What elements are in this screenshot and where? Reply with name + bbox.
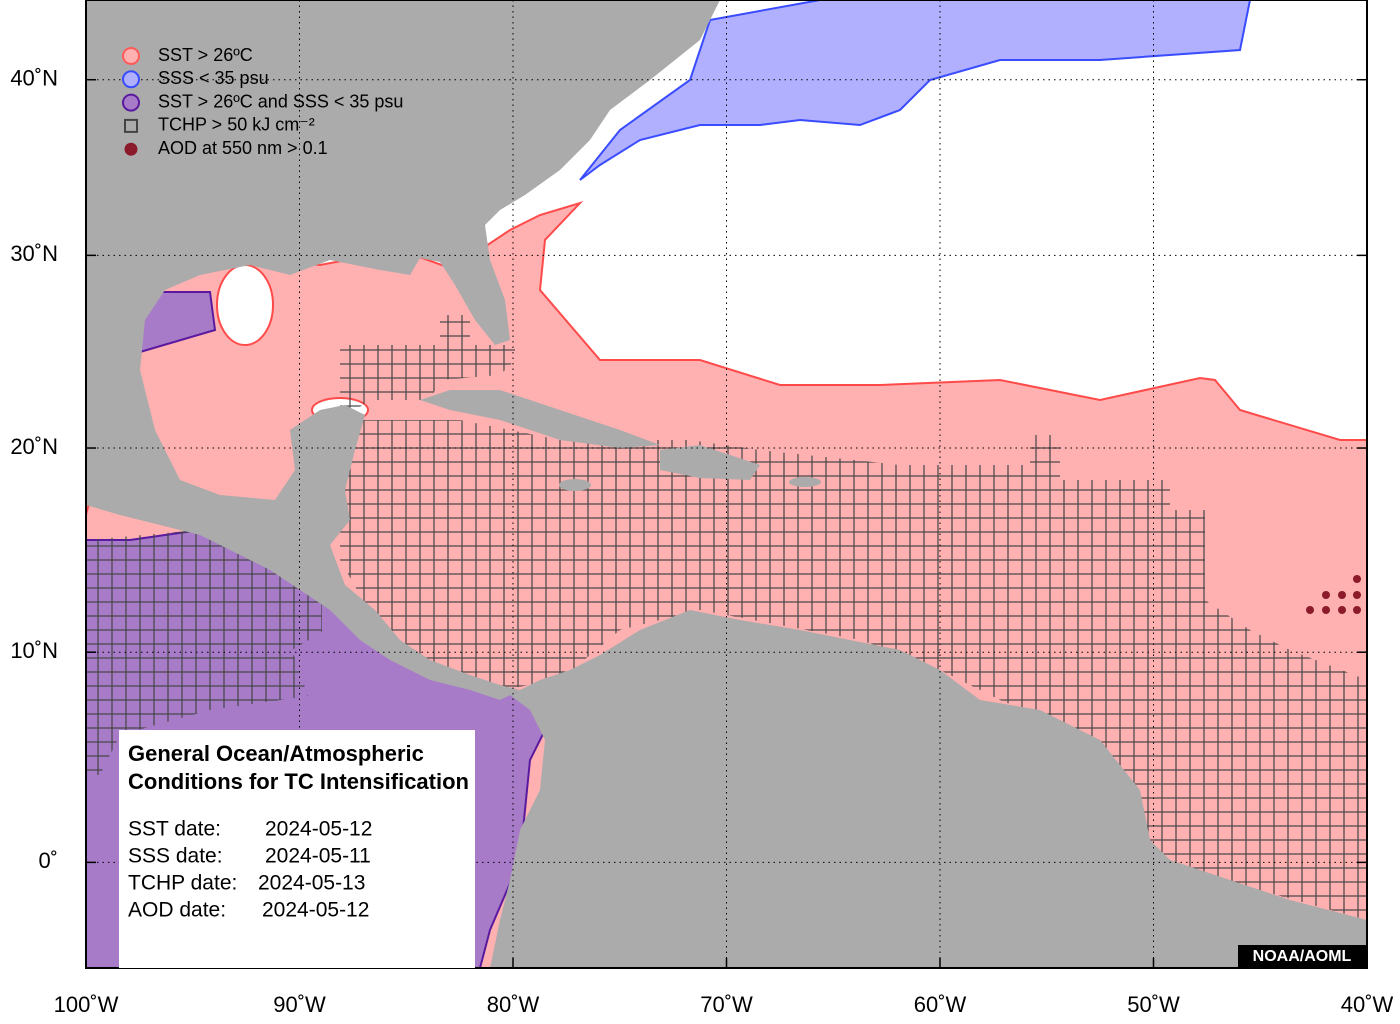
y-tick-label: 20˚N <box>10 434 58 459</box>
y-tick-label: 0˚ <box>38 848 58 873</box>
date-label: AOD date: <box>128 899 226 922</box>
date-label: TCHP date: <box>128 872 237 895</box>
credit-bg <box>1238 945 1366 967</box>
info-box: General Ocean/Atmospheric Conditions for… <box>119 730 475 968</box>
legend-marker <box>122 93 140 112</box>
legend-label: TCHP > 50 kJ cm⁻² <box>158 115 315 135</box>
puerto-rico <box>789 477 821 487</box>
legend-label: SST > 26ºC and SSS < 35 psu <box>158 91 403 111</box>
x-tick-label: 50˚W <box>1127 992 1180 1017</box>
cool-patch <box>216 264 274 346</box>
sss-region <box>579 0 1252 181</box>
x-tick-label: 80˚W <box>487 992 540 1017</box>
legend: SST > 26ºC SSS < 35 psu SST > 26ºC and SSS… <box>122 45 403 158</box>
y-tick-label: 30˚N <box>10 241 58 266</box>
hispaniola <box>660 445 760 480</box>
info-title: General Ocean/Atmospheric <box>128 741 424 766</box>
date-label: SST date: <box>128 818 221 841</box>
x-tick-label: 40˚W <box>1341 992 1394 1017</box>
x-tick-label: 60˚W <box>914 992 967 1017</box>
legend-label: AOD at 550 nm > 0.1 <box>158 138 328 158</box>
legend-marker <box>122 47 140 65</box>
y-tick-label: 40˚N <box>10 66 58 91</box>
legend-label: SSS < 35 psu <box>158 68 269 88</box>
date-value: 2024-05-11 <box>265 845 371 868</box>
south-america <box>490 610 1367 968</box>
x-tick-label: 90˚W <box>273 992 326 1017</box>
info-title: Conditions for TC Intensification <box>128 769 469 794</box>
date-value: 2024-05-12 <box>262 899 369 922</box>
x-tick-label: 100˚W <box>54 992 119 1017</box>
credit: NOAA/AOML <box>1253 948 1352 965</box>
legend-label: SST > 26ºC <box>158 45 253 65</box>
aod-points <box>1306 575 1361 614</box>
grid <box>86 0 1367 968</box>
y-tick-label: 10˚N <box>10 638 58 663</box>
date-value: 2024-05-13 <box>258 872 365 895</box>
legend-marker <box>124 118 138 133</box>
info-box-bg <box>119 730 475 968</box>
tchp-region <box>340 315 1367 920</box>
axes: 100˚W 90˚W 80˚W 70˚W 60˚W 50˚W 40˚W 0˚ 10˚N 20˚N 3… <box>10 66 1393 1017</box>
x-tick-label: 70˚W <box>700 992 753 1017</box>
date-value: 2024-05-12 <box>265 818 372 841</box>
cuba <box>420 390 660 448</box>
land <box>86 0 1367 968</box>
north-america <box>86 0 720 700</box>
legend-marker <box>124 142 138 156</box>
date-label: SSS date: <box>128 845 223 868</box>
legend-marker <box>122 70 140 89</box>
tchp-region <box>86 530 322 775</box>
jamaica <box>559 479 591 491</box>
